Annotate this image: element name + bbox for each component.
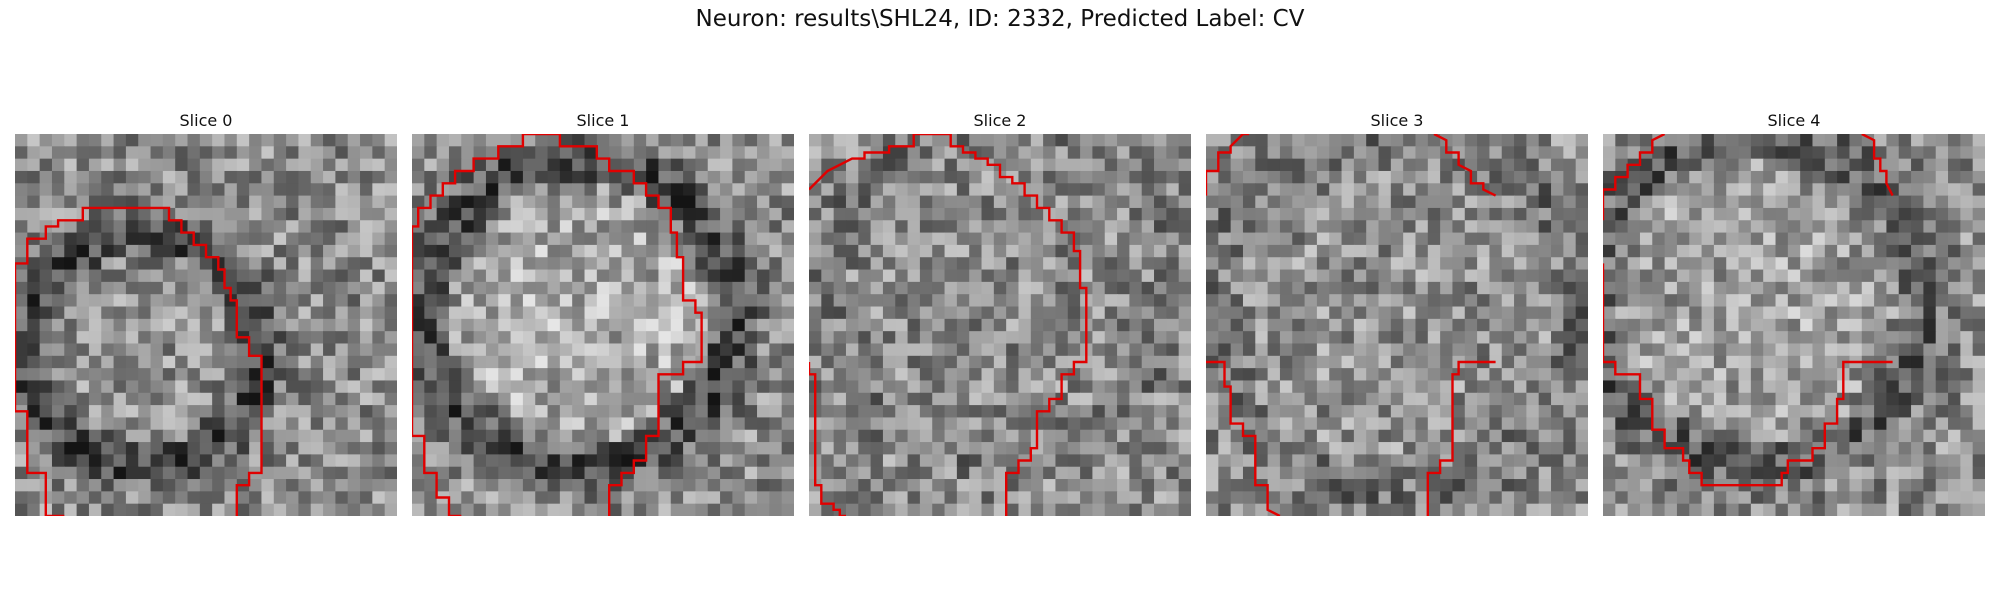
slice-image [412, 134, 794, 516]
figure-title: Neuron: results\SHL24, ID: 2332, Predict… [695, 6, 1305, 32]
slice-title: Slice 4 [1767, 111, 1821, 130]
grayscale-microscopy-patch [15, 134, 397, 516]
segmentation-contour [809, 362, 846, 516]
segmentation-contour [1861, 134, 1894, 197]
slice-title: Slice 1 [576, 111, 630, 130]
slice-image [1206, 134, 1588, 516]
grayscale-microscopy-patch [1206, 134, 1588, 516]
segmentation-contour [15, 206, 263, 516]
grayscale-microscopy-patch [412, 134, 794, 516]
segmentation-contour [1206, 134, 1250, 196]
segmentation-contour [1603, 263, 1893, 487]
grayscale-microscopy-patch [809, 134, 1191, 516]
slice-image [809, 134, 1191, 516]
segmentation-contour [1433, 134, 1497, 197]
slice-panel: Slice 2 [809, 108, 1191, 516]
slice-panel: Slice 4 [1603, 108, 1985, 516]
slice-title: Slice 2 [973, 111, 1027, 130]
slice-panel: Slice 1 [412, 108, 794, 516]
slice-title: Slice 0 [179, 111, 233, 130]
slice-title: Slice 3 [1370, 111, 1424, 130]
segmentation-contour [1206, 360, 1281, 516]
segmentation-contour [1603, 134, 1666, 221]
segmentation-contour [412, 134, 703, 516]
grayscale-microscopy-patch [1603, 134, 1985, 516]
slice-panel: Slice 0 [15, 108, 397, 516]
slice-image [15, 134, 397, 516]
slice-image [1603, 134, 1985, 516]
segmentation-contour [809, 134, 1088, 516]
slice-panel: Slice 3 [1206, 108, 1588, 516]
segmentation-contour [1426, 360, 1496, 516]
